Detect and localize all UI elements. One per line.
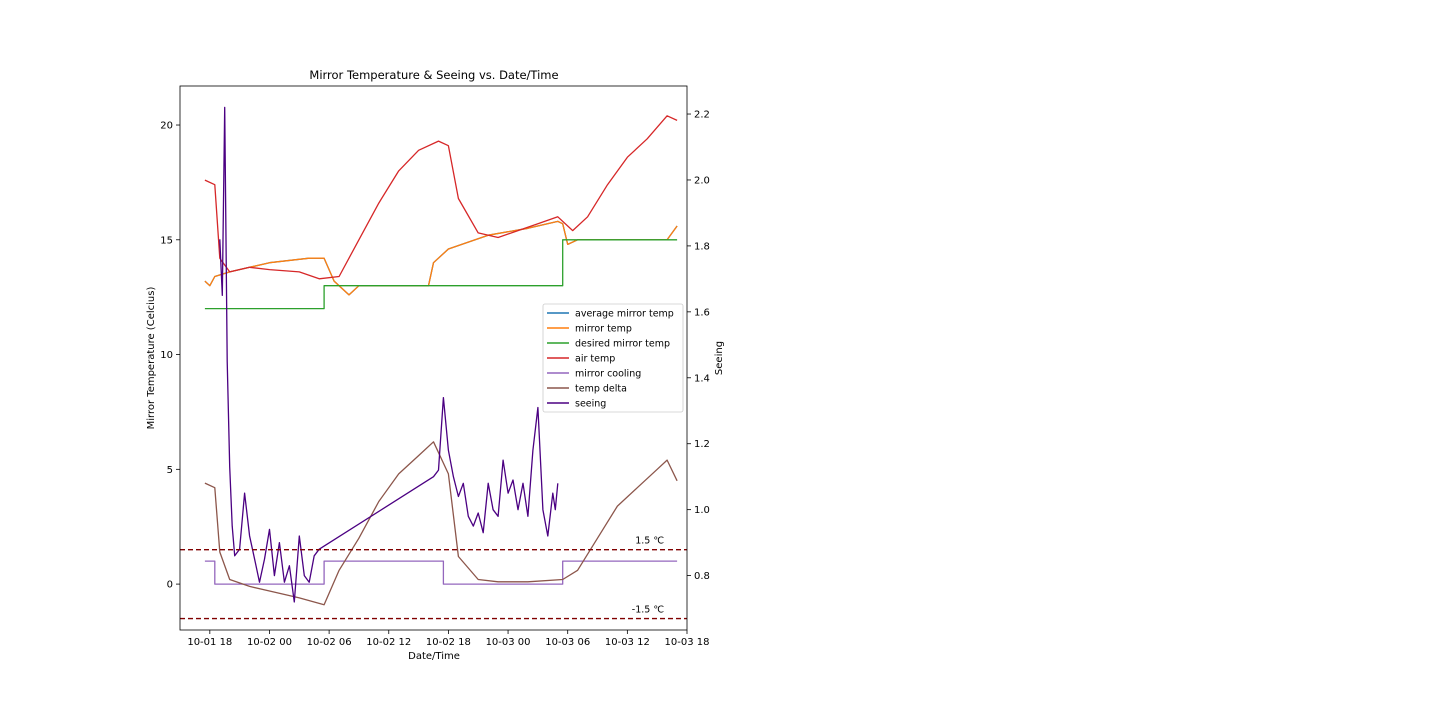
y-tick-label: 15 xyxy=(160,235,173,246)
legend-label-desired-mirror-temp: desired mirror temp xyxy=(575,339,670,350)
legend-box xyxy=(542,303,684,413)
x-tick-label: 10-03 00 xyxy=(486,637,531,648)
y-tick-label: 20 xyxy=(160,121,173,132)
x-axis: 10-01 18 10-02 00 10-02 06 10-02 12 10-02 18… xyxy=(187,630,709,648)
x-axis-label: Date/Time xyxy=(408,651,460,662)
y2-tick-label: 1.2 xyxy=(694,439,710,450)
y2-tick-label: 2.0 xyxy=(694,175,710,186)
legend-label-mirror-temp: mirror temp xyxy=(575,324,632,335)
series-line-desired-mirror-temp xyxy=(204,239,678,310)
series-line-mirror-temp xyxy=(204,220,678,296)
series-line-mirror-cooling xyxy=(204,560,678,585)
x-tick-label: 10-01 18 xyxy=(187,637,232,648)
y-tick-label: 5 xyxy=(167,465,173,476)
y-tick-label: 10 xyxy=(160,350,173,361)
legend-label-mirror-cooling: mirror cooling xyxy=(575,369,641,380)
y-tick-label: 0 xyxy=(167,580,173,591)
reference-line-label-0: 1.5 ℃ xyxy=(635,536,664,547)
series-line-average-mirror-temp xyxy=(204,220,678,296)
y2-tick-label: 1.8 xyxy=(694,241,710,252)
x-tick-label: 10-03 06 xyxy=(545,637,590,648)
y-axis-left: 0 5 10 15 20 xyxy=(160,121,180,591)
x-tick-label: 10-02 18 xyxy=(426,637,471,648)
legend-label-air-temp: air temp xyxy=(575,354,615,365)
y2-tick-label: 1.4 xyxy=(694,373,710,384)
reference-lines: 1.5 ℃ -1.5 ℃ xyxy=(180,536,687,620)
plot-frame xyxy=(179,85,688,631)
y-axis-label: Mirror Temperature (Celcius) xyxy=(146,287,157,430)
y2-axis-label: Seeing xyxy=(714,341,725,375)
legend: average mirror temp mirror temp desired mi… xyxy=(542,303,684,413)
y2-tick-label: 1.6 xyxy=(694,307,710,318)
x-tick-label: 10-02 00 xyxy=(247,637,292,648)
y2-tick-label: 2.2 xyxy=(694,110,710,121)
y2-tick-label: 1.0 xyxy=(694,505,710,516)
series-layer xyxy=(204,106,678,606)
series-line-air-temp xyxy=(204,115,678,280)
chart-title: Mirror Temperature & Seeing vs. Date/Tim… xyxy=(309,68,558,82)
x-tick-label: 10-03 12 xyxy=(605,637,650,648)
series-line-seeing xyxy=(219,106,559,603)
legend-label-seeing: seeing xyxy=(575,399,606,410)
series-line-temp-delta xyxy=(204,441,678,606)
legend-label-average-mirror-temp: average mirror temp xyxy=(575,309,674,320)
y-axis-right: 0.8 1.0 1.2 1.4 1.6 1.8 2.0 2.2 xyxy=(687,110,710,582)
x-tick-label: 10-02 06 xyxy=(307,637,352,648)
x-tick-label: 10-03 18 xyxy=(665,637,710,648)
y2-tick-label: 0.8 xyxy=(694,571,710,582)
legend-label-temp-delta: temp delta xyxy=(575,384,627,395)
x-tick-label: 10-02 12 xyxy=(366,637,411,648)
reference-line-label-1: -1.5 ℃ xyxy=(632,605,665,616)
